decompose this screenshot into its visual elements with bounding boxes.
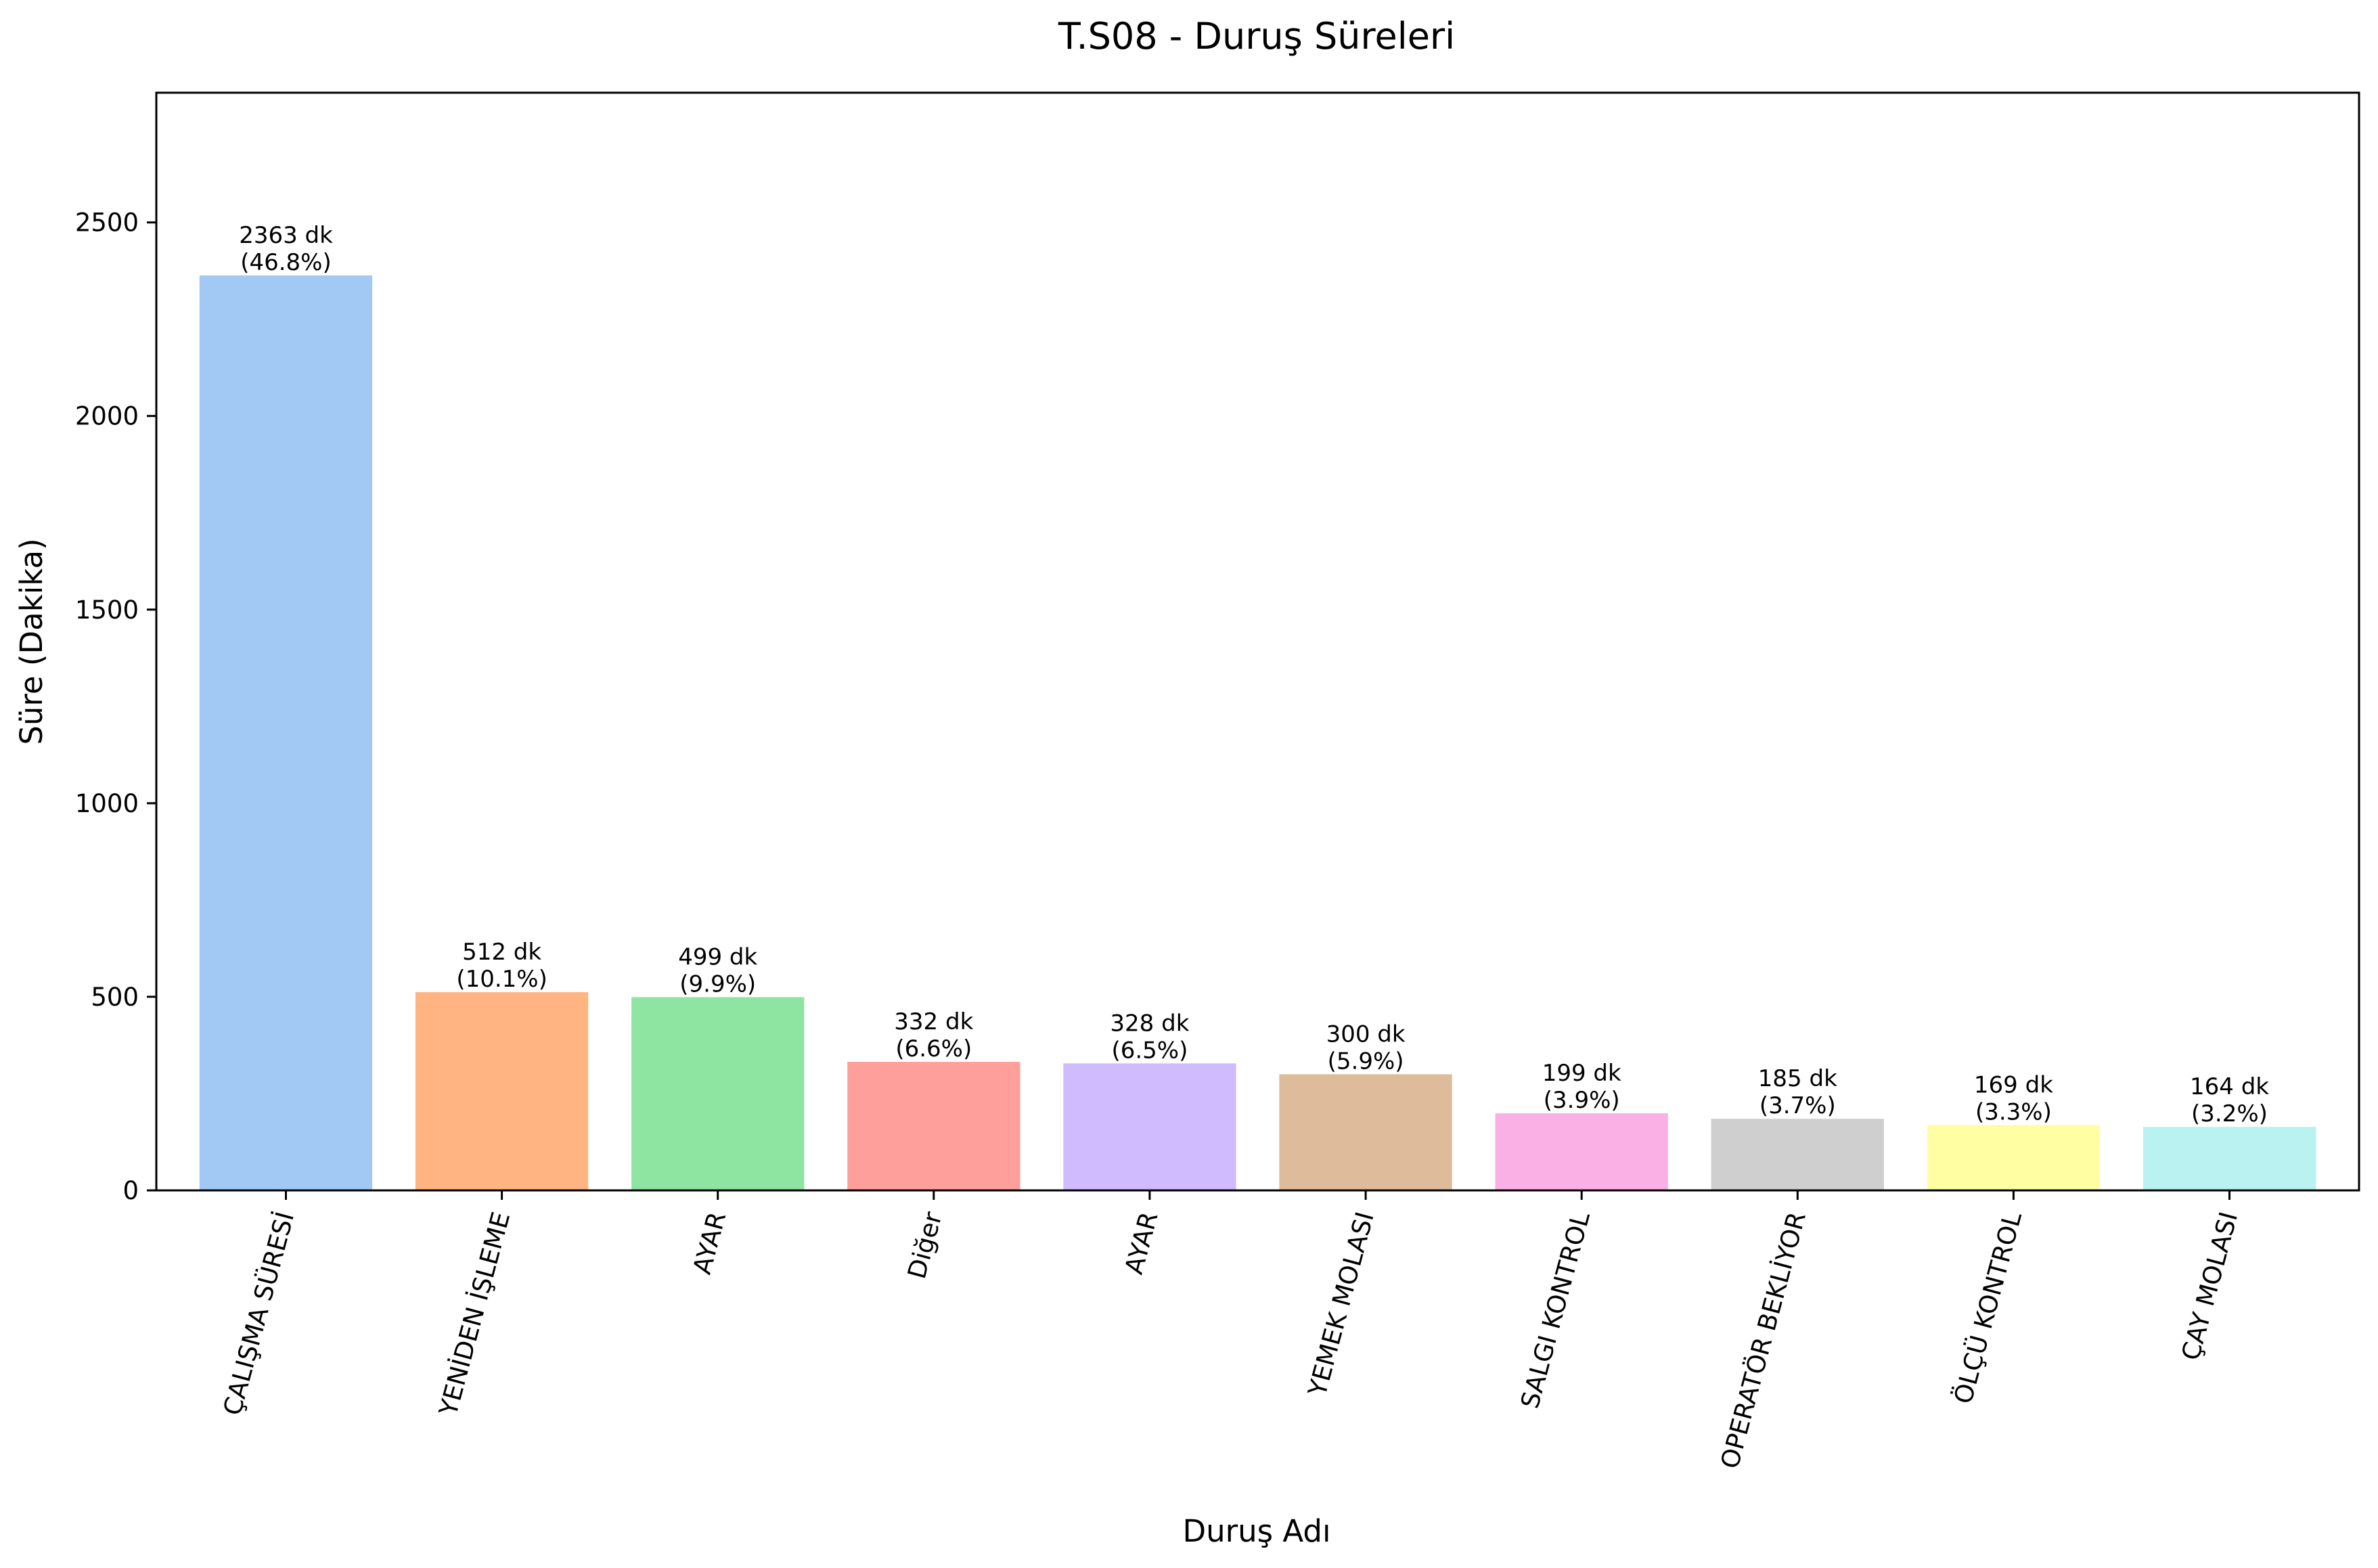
bar-value-label: 185 dk xyxy=(1758,1065,1837,1092)
x-axis-label: Duruş Adı xyxy=(1182,1513,1330,1549)
x-axis: ÇALIŞMA SÜRESİ YENİDEN İŞLEME AYAR Diğer AYA… xyxy=(218,1190,2243,1472)
bar xyxy=(847,1062,1020,1190)
y-tick-label: 500 xyxy=(91,983,139,1012)
data-labels-layer: 2363 dk(46.8%) 512 dk(10.1%) 499 dk(9.9%) 3… xyxy=(239,222,2269,1127)
bar-value-label: 332 dk xyxy=(894,1008,973,1035)
y-tick-label: 1000 xyxy=(75,789,139,818)
bar-percent-label: (46.8%) xyxy=(240,249,332,276)
x-tick-label: OPERATÖR BEKLİYOR xyxy=(1715,1209,1812,1471)
bar-value-label: 169 dk xyxy=(1974,1071,2053,1098)
x-tick-label: YEMEK MOLASI xyxy=(1303,1209,1380,1399)
bar xyxy=(1279,1074,1452,1190)
y-tick-label: 0 xyxy=(122,1176,139,1205)
y-tick-label: 1500 xyxy=(75,596,139,625)
bar-percent-label: (3.7%) xyxy=(1759,1092,1836,1119)
x-tick-label: Diğer xyxy=(902,1208,948,1282)
bar-value-label: 499 dk xyxy=(678,944,757,971)
bar-percent-label: (3.9%) xyxy=(1544,1087,1620,1114)
bar xyxy=(631,997,805,1190)
bar xyxy=(2143,1127,2316,1190)
bar-value-label: 199 dk xyxy=(1542,1060,1621,1087)
bar xyxy=(199,275,373,1190)
bar-percent-label: (10.1%) xyxy=(456,966,547,993)
bar-value-label: 164 dk xyxy=(2190,1073,2269,1100)
bar-percent-label: (6.6%) xyxy=(895,1035,972,1062)
bar-value-label: 328 dk xyxy=(1110,1010,1189,1037)
x-tick-label: ÖLÇÜ KONTROL xyxy=(1948,1209,2027,1407)
x-tick-label: AYAR xyxy=(1119,1209,1164,1277)
bar-value-label: 300 dk xyxy=(1326,1021,1406,1048)
chart-title: T.S08 - Duruş Süreleri xyxy=(1058,15,1455,58)
bar-percent-label: (3.3%) xyxy=(1975,1098,2052,1125)
x-tick-label: ÇAY MOLASI xyxy=(2176,1209,2243,1363)
y-tick-label: 2000 xyxy=(75,402,139,431)
bar-percent-label: (9.9%) xyxy=(679,971,756,998)
x-tick-label: ÇALIŞMA SÜRESİ xyxy=(218,1209,300,1418)
bar xyxy=(1495,1113,1668,1190)
plot-area-frame xyxy=(155,91,2360,1192)
bar xyxy=(415,992,589,1190)
y-tick-label: 2500 xyxy=(75,208,139,238)
x-tick-label: AYAR xyxy=(688,1209,732,1277)
bar xyxy=(1063,1063,1236,1190)
bar-value-label: 512 dk xyxy=(462,939,541,966)
bar-percent-label: (5.9%) xyxy=(1328,1048,1404,1075)
x-tick-label: YENİDEN İŞLEME xyxy=(433,1209,516,1419)
bars-layer xyxy=(199,275,2316,1190)
bar-percent-label: (3.2%) xyxy=(2191,1100,2268,1127)
bar xyxy=(1711,1119,1884,1190)
bar-percent-label: (6.5%) xyxy=(1111,1037,1188,1064)
x-tick-label: SALGI KONTROL xyxy=(1515,1209,1596,1412)
y-axis-label: Süre (Dakika) xyxy=(14,538,49,744)
bar-value-label: 2363 dk xyxy=(239,222,333,249)
y-axis: 0 500 1000 1500 2000 2500 xyxy=(75,208,156,1205)
bar xyxy=(1927,1125,2101,1190)
